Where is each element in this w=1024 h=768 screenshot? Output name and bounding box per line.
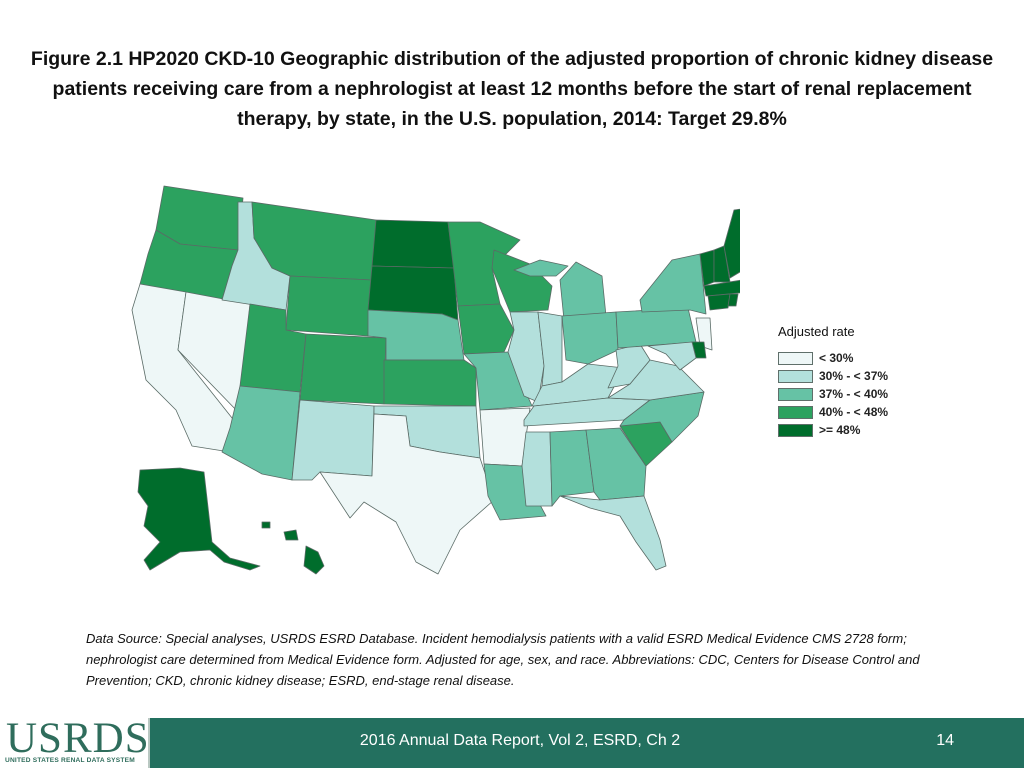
state-HI-b	[283, 529, 299, 541]
state-AL	[549, 429, 595, 507]
state-ND	[371, 219, 455, 269]
state-OH	[561, 311, 619, 365]
legend-item: 30% - < 37%	[778, 367, 888, 385]
logo-subtext: UNITED STATES RENAL DATA SYSTEM	[5, 757, 135, 764]
legend-swatch	[778, 405, 813, 419]
us-choropleth-map	[120, 170, 761, 590]
legend-label: >= 48%	[819, 423, 861, 437]
state-MS	[521, 431, 553, 507]
state-NM	[291, 399, 375, 481]
state-AZ	[221, 385, 301, 481]
state-WY	[285, 275, 373, 337]
state-CO	[299, 333, 387, 405]
legend-rows: < 30% 30% - < 37% 37% - < 40% 40% - < 48% >=…	[778, 349, 888, 439]
legend-label: 40% - < 48%	[819, 405, 889, 419]
legend-label: 37% - < 40%	[819, 387, 889, 401]
state-PA	[615, 307, 697, 349]
data-source-note: Data Source: Special analyses, USRDS ESR…	[86, 631, 920, 688]
legend-item: 37% - < 40%	[778, 385, 888, 403]
state-HI-c	[261, 521, 271, 529]
state-RI	[727, 293, 739, 307]
page-number: 14	[936, 732, 954, 749]
state-CT	[707, 293, 731, 311]
footer-bar: USRDS UNITED STATES RENAL DATA SYSTEM 20…	[0, 715, 1024, 768]
state-FL	[559, 495, 667, 571]
state-KS	[383, 359, 477, 407]
state-MI-up	[513, 259, 569, 277]
legend: Adjusted rate < 30% 30% - < 37% 37% - < 40…	[778, 324, 888, 439]
legend-label: 30% - < 37%	[819, 369, 889, 383]
legend-title: Adjusted rate	[778, 324, 855, 339]
legend-item: 40% - < 48%	[778, 403, 888, 421]
logo-text: USRDS	[6, 715, 150, 762]
legend-swatch	[778, 387, 813, 401]
state-MI	[559, 261, 607, 321]
legend-item: < 30%	[778, 349, 888, 367]
state-AR	[479, 407, 531, 467]
state-IA	[457, 303, 515, 355]
map-svg	[131, 185, 761, 575]
state-MO	[463, 351, 533, 411]
state-NY	[639, 253, 707, 315]
state-HI	[303, 545, 325, 575]
legend-label: < 30%	[819, 351, 854, 365]
figure-title: Figure 2.1 HP2020 CKD-10 Geographic dist…	[30, 48, 994, 130]
state-AK	[137, 467, 261, 571]
legend-item: >= 48%	[778, 421, 888, 439]
state-TX	[319, 413, 495, 575]
legend-swatch	[778, 351, 813, 365]
footer-report-title: 2016 Annual Data Report, Vol 2, ESRD, Ch…	[359, 732, 681, 749]
state-WI	[491, 249, 553, 313]
usrds-logo: USRDS UNITED STATES RENAL DATA SYSTEM	[0, 715, 150, 768]
state-MD	[647, 341, 697, 371]
legend-swatch	[778, 423, 813, 437]
legend-swatch	[778, 369, 813, 383]
